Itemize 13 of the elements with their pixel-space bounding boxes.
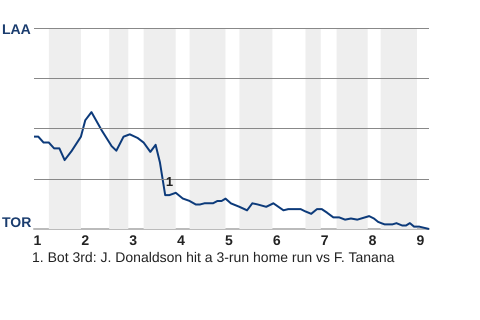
x-tick-label: 7: [320, 232, 329, 248]
text: TOR: [2, 214, 32, 230]
text: 1. Bot 3rd: J. Donaldson hit a 3-run home run vs F. Tanana: [32, 249, 395, 265]
x-tick-label: 2: [81, 232, 90, 248]
x-tick-label: 4: [177, 232, 186, 248]
x-tick-label: 9: [416, 232, 424, 248]
x-tick-label: 5: [224, 232, 233, 248]
text: LAA: [2, 21, 31, 37]
x-tick-label: 3: [129, 232, 138, 248]
x-tick-label: 1: [33, 232, 42, 248]
x-tick-label: 8: [368, 232, 377, 248]
annotation: 1: [166, 174, 174, 190]
x-tick-label: 6: [272, 232, 281, 248]
